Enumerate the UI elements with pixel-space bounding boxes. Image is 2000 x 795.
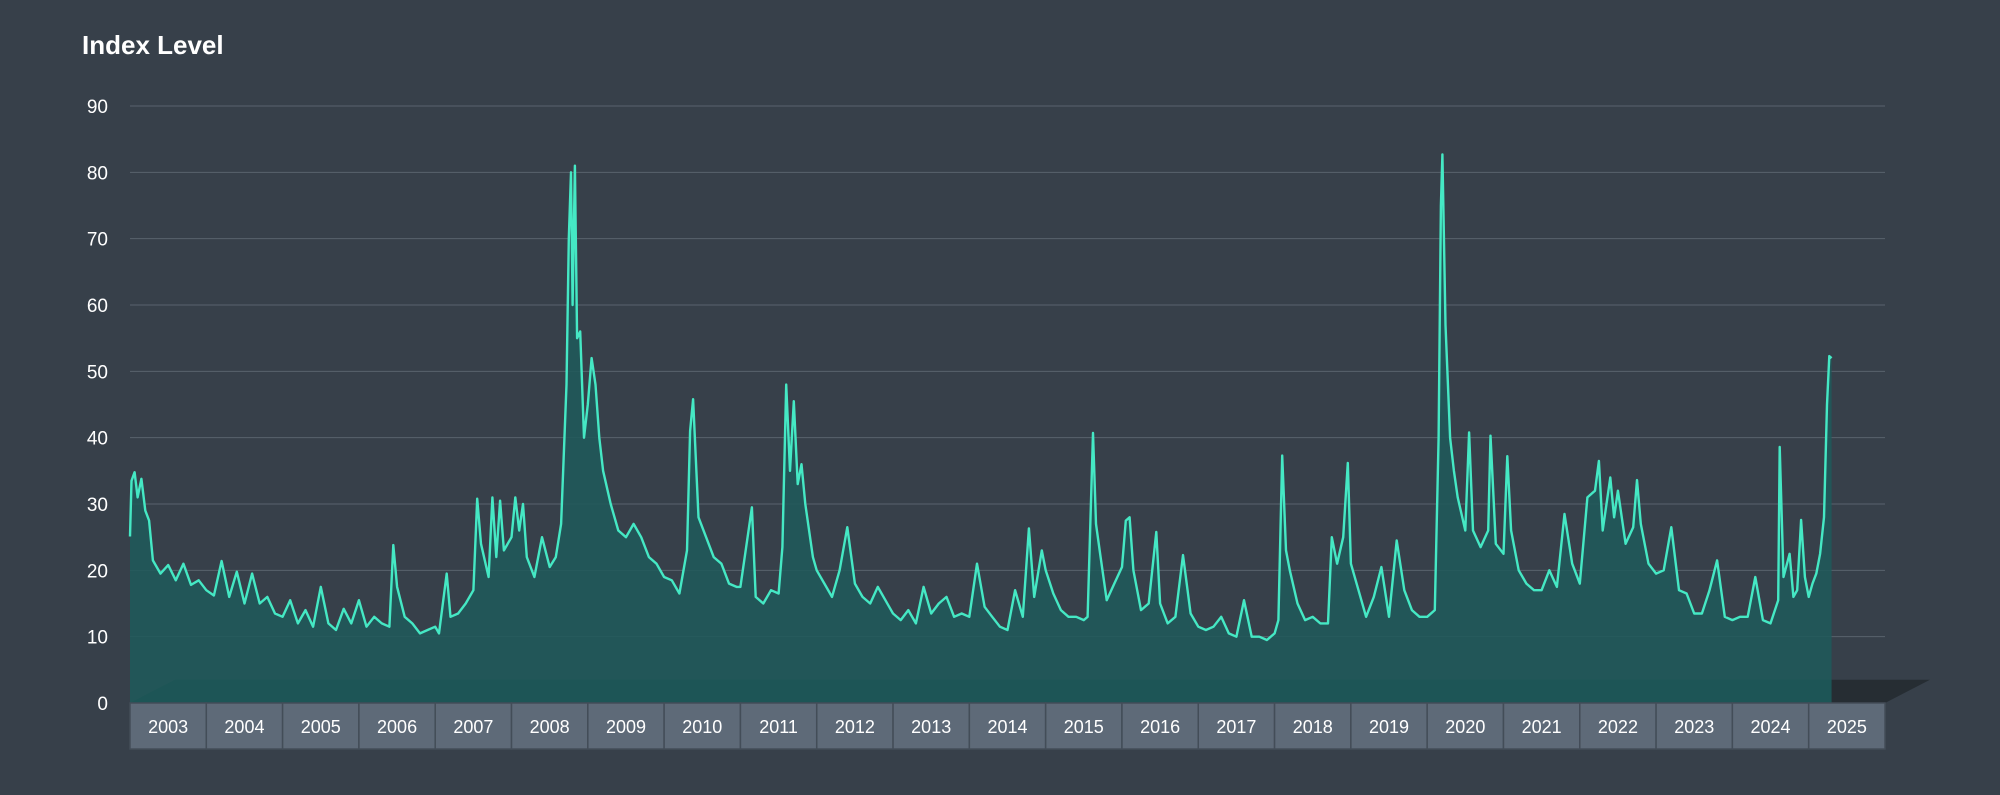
x-tick-label: 2004: [224, 717, 264, 737]
x-tick-label: 2021: [1522, 717, 1562, 737]
series-area: [128, 153, 1833, 703]
y-tick-label: 30: [87, 495, 108, 516]
x-tick-label: 2007: [453, 717, 493, 737]
x-axis: 2003 2004 2005 2006 2007 2008 2009 2010 2011 2012…: [129, 702, 1886, 750]
x-tick-label: 2015: [1064, 717, 1104, 737]
x-tick-label: 2018: [1293, 717, 1333, 737]
y-tick-label: 80: [87, 163, 108, 184]
x-tick-label: 2025: [1827, 717, 1867, 737]
y-tick-label: 0: [97, 694, 108, 715]
y-axis-labels: 0 10 20 30 40 50 60 70 80 90: [87, 97, 108, 715]
x-tick-label: 2020: [1445, 717, 1485, 737]
x-tick-label: 2024: [1751, 717, 1791, 737]
y-tick-label: 70: [87, 230, 108, 251]
series-line: [128, 153, 1833, 642]
x-tick-label: 2009: [606, 717, 646, 737]
x-tick-label: 2016: [1140, 717, 1180, 737]
x-tick-label: 2014: [987, 717, 1027, 737]
x-tick-box: [510, 702, 589, 750]
y-tick-label: 20: [87, 561, 108, 582]
x-tick-label: 2012: [835, 717, 875, 737]
x-tick-box: [205, 702, 284, 750]
y-tick-label: 60: [87, 296, 108, 317]
y-tick-label: 10: [87, 628, 108, 649]
x-tick-label: 2008: [530, 717, 570, 737]
x-tick-label: 2003: [148, 717, 188, 737]
x-tick-box: [1044, 702, 1123, 750]
x-tick-box: [1273, 702, 1352, 750]
x-tick-box: [129, 702, 208, 750]
x-tick-label: 2019: [1369, 717, 1409, 737]
x-tick-label: 2017: [1216, 717, 1256, 737]
x-tick-box: [587, 702, 665, 750]
x-tick-label: 2006: [377, 717, 417, 737]
x-tick-label: 2013: [911, 717, 951, 737]
y-tick-label: 50: [87, 362, 108, 383]
x-tick-label: 2011: [759, 717, 798, 737]
x-tick-box: [815, 702, 894, 750]
y-tick-label: 90: [87, 97, 108, 118]
x-tick-label: 2022: [1598, 717, 1638, 737]
x-tick-label: 2023: [1674, 717, 1714, 737]
x-tick-label: 2005: [301, 717, 341, 737]
x-tick-box: [663, 702, 742, 750]
y-tick-label: 40: [87, 429, 108, 450]
x-tick-box: [1655, 702, 1734, 750]
x-tick-label: 2010: [682, 717, 722, 737]
x-tick-box: [434, 702, 513, 750]
series-area-fill: [130, 154, 1832, 703]
x-tick-box: [1807, 702, 1886, 750]
x-tick-box: [968, 702, 1047, 750]
chart-title: Index Level: [82, 30, 224, 60]
